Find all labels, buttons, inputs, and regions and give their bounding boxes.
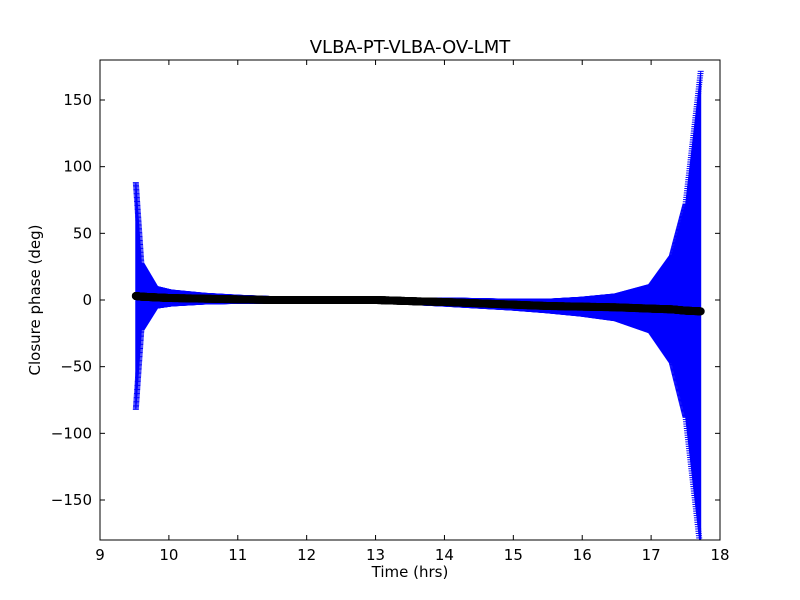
chart-title: VLBA-PT-VLBA-OV-LMT [310, 37, 512, 58]
data-points [131, 292, 705, 316]
x-axis-label: Time (hrs) [371, 563, 449, 581]
y-axis-label: Closure phase (deg) [26, 225, 44, 376]
